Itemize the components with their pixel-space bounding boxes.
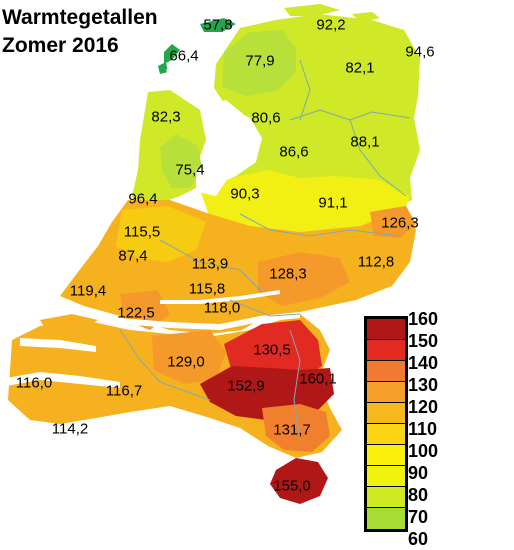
border-line bbox=[349, 119, 407, 197]
station-value: 94,6 bbox=[405, 43, 435, 61]
province-borders bbox=[119, 59, 411, 441]
scheldt bbox=[6, 372, 120, 388]
zone-middle-yellow bbox=[116, 206, 206, 262]
station-value: 115,8 bbox=[188, 280, 226, 298]
border-line bbox=[239, 213, 401, 237]
legend-swatch bbox=[367, 403, 405, 424]
legend-swatch bbox=[367, 382, 405, 403]
station-value: 87,4 bbox=[118, 247, 148, 265]
station-value: 128,3 bbox=[269, 265, 307, 283]
island-1 bbox=[200, 18, 236, 32]
legend-swatch bbox=[367, 361, 405, 382]
zeeland-island-2 bbox=[10, 392, 100, 420]
legend-swatch bbox=[367, 319, 405, 340]
border-line bbox=[119, 329, 211, 401]
station-value: 90,3 bbox=[230, 185, 260, 203]
legend-label: 130 bbox=[408, 375, 439, 395]
zone-far-east bbox=[370, 206, 416, 238]
zone-south-orange bbox=[152, 330, 226, 384]
station-value: 86,6 bbox=[279, 143, 309, 161]
station-value: 96,4 bbox=[128, 190, 158, 208]
zone-limburg-red bbox=[224, 320, 322, 382]
legend-label: 100 bbox=[408, 441, 439, 461]
legend-label: 90 bbox=[408, 463, 429, 483]
station-value: 116,0 bbox=[15, 374, 53, 392]
legend-label: 120 bbox=[408, 397, 439, 417]
station-value: 57,8 bbox=[203, 16, 233, 34]
station-value: 80,6 bbox=[251, 109, 281, 127]
station-value: 130,5 bbox=[253, 341, 291, 359]
island-4 bbox=[284, 4, 340, 16]
legend-colorbar bbox=[364, 316, 408, 532]
map-subtitle: Zomer 2016 bbox=[2, 34, 119, 57]
station-value: 126,3 bbox=[381, 214, 419, 232]
station-value: 118,0 bbox=[203, 299, 241, 317]
map-title: Warmtegetallen bbox=[2, 6, 158, 29]
island-3 bbox=[158, 62, 168, 74]
legend-swatch bbox=[367, 445, 405, 466]
station-value: 116,7 bbox=[105, 382, 143, 400]
legend-swatch bbox=[367, 508, 405, 529]
legend-swatch bbox=[367, 424, 405, 445]
station-value: 92,2 bbox=[316, 16, 346, 34]
border-line bbox=[229, 299, 301, 317]
station-value: 155,0 bbox=[273, 477, 311, 495]
legend-label: 140 bbox=[408, 353, 439, 373]
wadden-sea bbox=[166, 34, 226, 78]
station-value: 119,4 bbox=[69, 282, 107, 300]
station-value: 152,9 bbox=[227, 377, 265, 395]
station-value: 115,5 bbox=[123, 223, 161, 241]
legend-label: 80 bbox=[408, 485, 429, 505]
zone-limburg-south bbox=[262, 404, 330, 452]
station-value: 160,1 bbox=[299, 370, 337, 388]
zone-central-yellow bbox=[200, 170, 410, 232]
border-line bbox=[299, 59, 311, 121]
station-value: 131,7 bbox=[273, 421, 311, 439]
water-layer bbox=[6, 34, 300, 388]
station-value: 88,1 bbox=[350, 133, 380, 151]
legend-swatch bbox=[367, 487, 405, 508]
border-line bbox=[159, 239, 263, 293]
zeeland-island-1 bbox=[40, 314, 98, 334]
legend-label: 160 bbox=[408, 309, 439, 329]
zone-north-holland-green bbox=[160, 134, 202, 188]
station-value: 122,5 bbox=[117, 304, 155, 322]
legend-swatch bbox=[367, 340, 405, 361]
zone-east-orange bbox=[258, 252, 350, 306]
station-value: 129,0 bbox=[167, 353, 205, 371]
zone-north-green bbox=[222, 30, 296, 96]
legend-label: 70 bbox=[408, 507, 429, 527]
station-value: 75,4 bbox=[175, 161, 205, 179]
station-value: 82,1 bbox=[345, 59, 375, 77]
zone-maastricht bbox=[270, 458, 328, 504]
island-5 bbox=[352, 12, 380, 22]
legend-label: 60 bbox=[408, 529, 429, 549]
river-1 bbox=[120, 312, 300, 330]
station-value: 77,9 bbox=[245, 52, 275, 70]
border-line bbox=[289, 329, 301, 441]
river-2 bbox=[160, 290, 280, 304]
legend-label: 150 bbox=[408, 331, 439, 351]
station-value: 113,9 bbox=[191, 255, 229, 273]
island-2 bbox=[164, 44, 180, 64]
legend-swatch bbox=[367, 466, 405, 487]
ijsselmeer bbox=[200, 100, 258, 182]
station-value: 66,4 bbox=[169, 47, 199, 65]
station-value: 114,2 bbox=[51, 420, 89, 438]
station-value: 112,8 bbox=[357, 253, 395, 271]
land-layer bbox=[8, 4, 420, 504]
markermeer bbox=[196, 164, 228, 196]
legend-label: 110 bbox=[408, 419, 438, 439]
zeeland-water bbox=[20, 338, 96, 352]
station-value: 91,1 bbox=[318, 194, 348, 212]
station-value: 82,3 bbox=[151, 108, 181, 126]
